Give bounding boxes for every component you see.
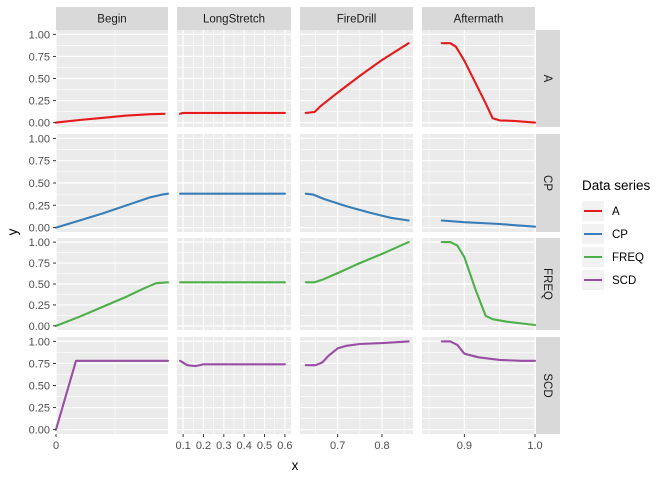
x-tick-label: 0.9: [457, 440, 472, 452]
y-tick-label: 0.50: [29, 381, 50, 393]
strip-label: A: [541, 75, 553, 83]
x-tick-label: 0.7: [330, 440, 345, 452]
y-tick-label: 0.75: [29, 358, 50, 370]
panel-begin-cp: [54, 134, 170, 232]
panel-longstretch-freq: [177, 238, 291, 330]
panel-begin-a: [54, 30, 168, 127]
strip-label: Aftermath: [454, 14, 504, 26]
strip-begin: [56, 7, 168, 30]
strip-scd: [536, 337, 560, 434]
y-tick-label: 0.00: [29, 425, 50, 437]
legend-label: A: [612, 206, 620, 218]
legend-label: CP: [612, 229, 628, 241]
series-line-cp: [440, 219, 537, 228]
series-line-freq: [304, 241, 410, 284]
panel-firedrill-scd: [300, 337, 413, 434]
x-tick-label: 0.6: [277, 440, 292, 452]
series-line-cp: [54, 192, 170, 229]
y-tick-label: 0.50: [29, 74, 50, 86]
y-tick-label: 0.25: [29, 96, 50, 108]
x-tick-label: 0.8: [374, 440, 389, 452]
x-tick-label: 0.3: [216, 440, 231, 452]
series-line-scd: [440, 340, 537, 362]
panel-aftermath-freq: [422, 238, 537, 330]
panel-longstretch-cp: [177, 134, 291, 232]
panel-aftermath-cp: [422, 134, 537, 232]
series-line-scd: [304, 340, 410, 367]
y-tick-label: 0.75: [29, 156, 50, 168]
series-line-a: [304, 42, 410, 114]
strip-label: FREQ: [541, 268, 553, 300]
x-tick-label: 0.5: [257, 440, 272, 452]
series-line-scd: [179, 359, 286, 368]
strip-label: CP: [541, 175, 553, 191]
y-tick-label: 1.00: [29, 336, 50, 348]
x-axis-title: x: [292, 458, 299, 473]
x-tick-label: 0.2: [196, 440, 211, 452]
panel-aftermath-scd: [422, 337, 537, 434]
y-tick-label: 0.75: [29, 258, 50, 270]
series-line-scd: [54, 359, 170, 431]
y-tick-label: 1.00: [29, 29, 50, 41]
panel-firedrill-freq: [300, 238, 413, 330]
y-tick-label: 0.50: [29, 279, 50, 291]
strip-label: Begin: [97, 14, 126, 26]
panel-firedrill-cp: [300, 134, 413, 232]
legend-entry-scd: SCD: [582, 270, 636, 290]
series-line-freq: [54, 281, 170, 327]
y-tick-label: 0.00: [29, 321, 50, 333]
y-tick-label: 0.25: [29, 200, 50, 212]
y-tick-label: 0.00: [29, 118, 50, 130]
x-tick-label: 1.0: [527, 440, 542, 452]
y-tick-label: 0.50: [29, 178, 50, 190]
strip-label: SCD: [541, 373, 553, 397]
series-line-a: [440, 42, 537, 124]
panel-begin-scd: [54, 337, 170, 434]
panel-longstretch-a: [177, 30, 291, 127]
y-tick-label: 0.00: [29, 223, 50, 235]
x-tick-label: 0: [53, 440, 59, 452]
series-line-a: [54, 112, 166, 124]
y-tick-label: 1.00: [29, 133, 50, 145]
axes: 0.000.250.500.751.000.000.250.500.751.00…: [29, 29, 543, 452]
panel-longstretch-scd: [177, 337, 291, 434]
y-tick-label: 0.25: [29, 300, 50, 312]
strip-firedrill: [300, 7, 413, 30]
panel-begin-freq: [54, 238, 170, 330]
strip-freq: [536, 238, 560, 330]
strip-aftermath: [422, 7, 535, 30]
series-line-a: [179, 111, 286, 115]
panel-firedrill-a: [300, 30, 413, 127]
legend-entry-a: A: [582, 201, 620, 221]
legend-title: Data series: [582, 178, 651, 193]
y-tick-label: 0.25: [29, 403, 50, 415]
facet-strips: Begin LongStretch FireDrill Aftermath A CP FRE…: [56, 7, 560, 434]
legend-entry-cp: CP: [582, 224, 628, 244]
y-axis-title: y: [5, 228, 20, 235]
strip-cp: [536, 134, 560, 232]
strip-label: LongStretch: [203, 14, 265, 26]
legend-label: FREQ: [612, 252, 644, 264]
y-tick-label: 0.75: [29, 51, 50, 63]
strip-label: FireDrill: [337, 14, 377, 26]
legend: Data series A CP FREQ SCD: [582, 178, 651, 290]
x-tick-label: 0.1: [175, 440, 190, 452]
legend-entry-freq: FREQ: [582, 247, 644, 267]
y-tick-label: 1.00: [29, 237, 50, 249]
series-line-cp: [304, 192, 410, 222]
legend-label: SCD: [612, 275, 636, 287]
series-line-freq: [440, 241, 537, 327]
facet-panels: [54, 30, 537, 434]
x-tick-label: 0.4: [237, 440, 252, 452]
panel-aftermath-a: [422, 30, 537, 127]
strip-a: [536, 30, 560, 127]
strip-longstretch: [177, 7, 291, 30]
